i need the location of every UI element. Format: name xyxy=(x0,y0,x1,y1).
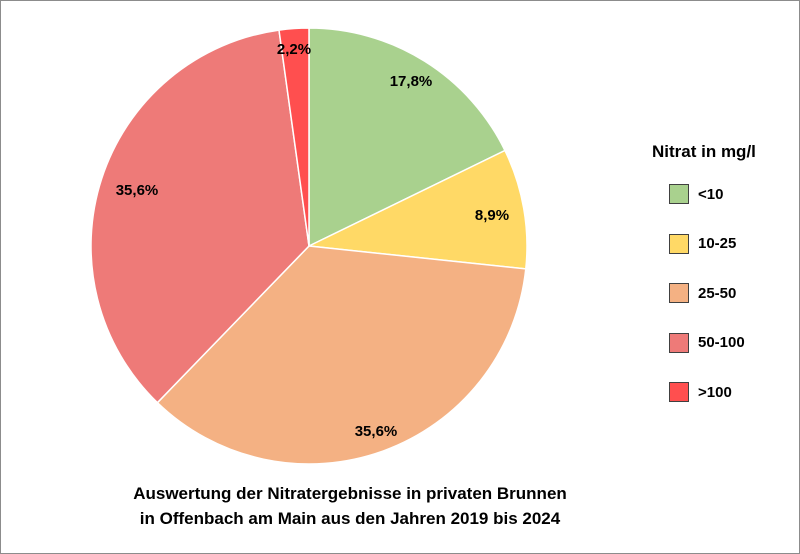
legend-label-2: 10-25 xyxy=(698,235,737,252)
pie-slice-4 xyxy=(90,29,310,404)
slice-value-label-3: 35,6% xyxy=(355,423,398,440)
pie-slice-3 xyxy=(156,245,527,465)
pie-slice-2 xyxy=(306,149,528,270)
pie-slice-5 xyxy=(278,27,310,247)
legend-swatch-3 xyxy=(669,283,689,303)
legend-item-4: 50-100 xyxy=(669,331,792,355)
legend-label-4: 50-100 xyxy=(698,334,745,351)
chart-title: Auswertung der Nitratergebnisse in priva… xyxy=(40,481,660,531)
legend-swatch-1 xyxy=(669,184,689,204)
legend-item-1: <10 xyxy=(669,182,792,206)
slice-value-label-1: 17,8% xyxy=(390,73,433,90)
slice-value-label-2: 8,9% xyxy=(475,207,509,224)
legend: Nitrat in mg/l <10 10-25 25-50 50-100 >100 xyxy=(652,142,792,430)
legend-item-5: >100 xyxy=(669,380,792,404)
legend-label-1: <10 xyxy=(698,185,724,203)
pie-slice-1 xyxy=(308,27,506,248)
slice-value-label-5: 2,2% xyxy=(277,41,311,58)
chart-title-line-2: in Offenbach am Main aus den Jahren 2019… xyxy=(139,509,561,528)
legend-swatch-2 xyxy=(669,233,689,254)
legend-label-3: 25-50 xyxy=(698,284,737,302)
legend-swatch-5 xyxy=(669,382,689,402)
legend-title: Nitrat in mg/l xyxy=(652,142,756,161)
legend-swatch-4 xyxy=(669,332,689,353)
legend-item-2: 10-25 xyxy=(669,232,792,256)
legend-label-5: >100 xyxy=(698,383,732,401)
slice-value-label-4: 35,6% xyxy=(116,182,159,199)
legend-items: <10 10-25 25-50 50-100 >100 xyxy=(652,182,792,404)
chart-title-line-1: Auswertung der Nitratergebnisse in priva… xyxy=(133,484,567,503)
legend-item-3: 25-50 xyxy=(669,281,792,305)
